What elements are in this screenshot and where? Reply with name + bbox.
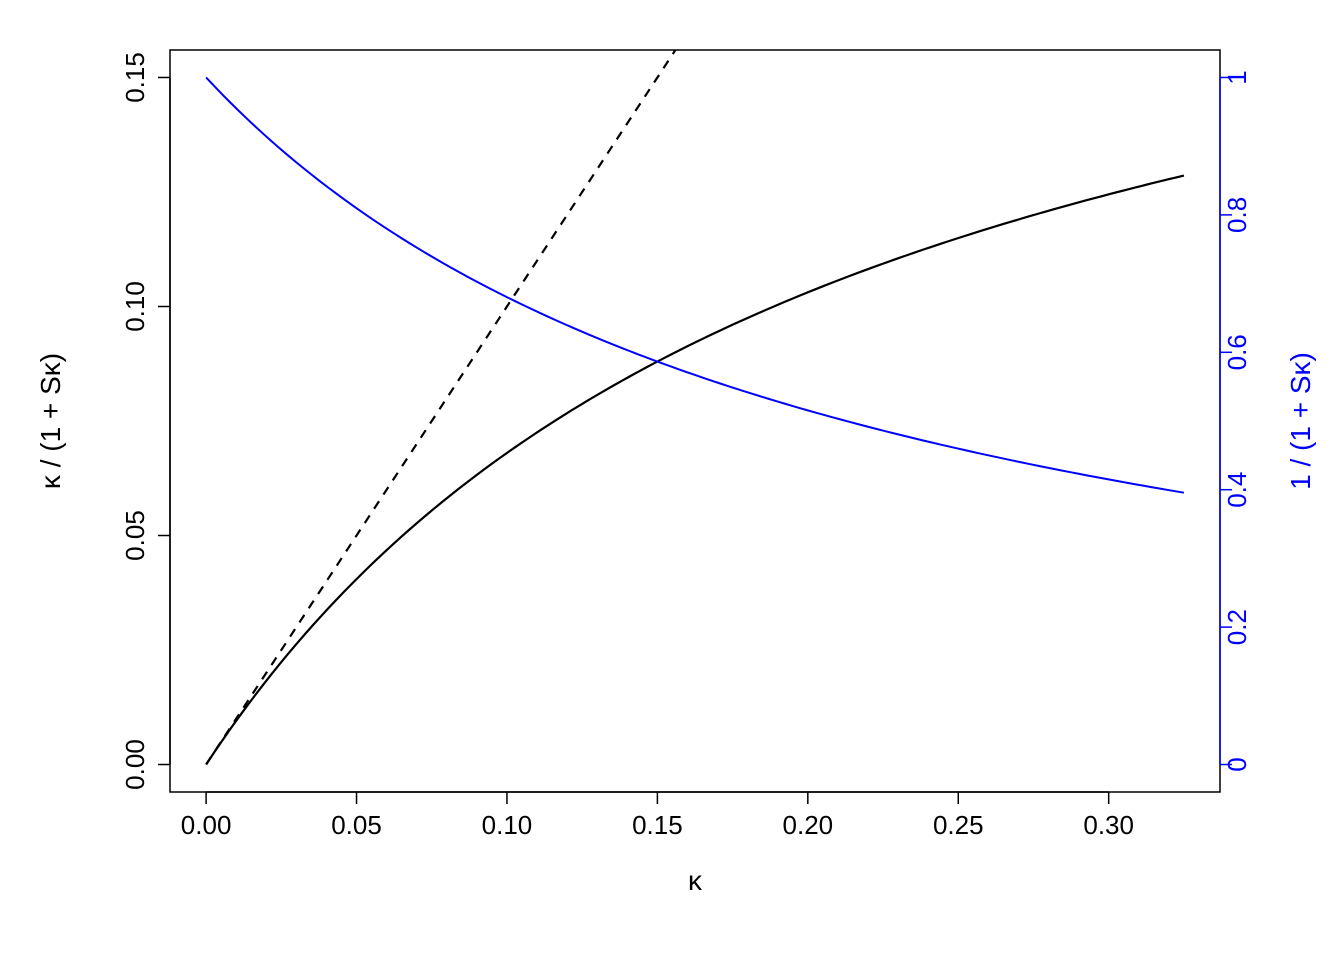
chart-svg: 0.000.050.100.150.200.250.30κ0.000.050.1…: [0, 0, 1344, 960]
x-tick-label: 0.30: [1083, 810, 1134, 840]
x-axis-label: κ: [688, 865, 703, 896]
x-tick-label: 0.15: [632, 810, 683, 840]
x-tick-label: 0.05: [331, 810, 382, 840]
y-right-axis-label: 1 / (1 + Sκ): [1285, 352, 1316, 490]
x-tick-label: 0.10: [482, 810, 533, 840]
y-right-tick-label: 0.4: [1222, 472, 1252, 508]
y-right-tick-label: 0.2: [1222, 609, 1252, 645]
y-left-tick-label: 0.00: [120, 739, 150, 790]
chart-container: 0.000.050.100.150.200.250.30κ0.000.050.1…: [0, 0, 1344, 960]
y-left-tick-label: 0.10: [120, 281, 150, 332]
x-tick-label: 0.00: [181, 810, 232, 840]
y-left-tick-label: 0.05: [120, 510, 150, 561]
x-tick-label: 0.25: [933, 810, 984, 840]
y-right-tick-label: 0: [1222, 757, 1252, 771]
y-left-axis-label: κ / (1 + Sκ): [35, 353, 66, 489]
y-right-tick-label: 0.6: [1222, 334, 1252, 370]
y-right-tick-label: 1: [1222, 70, 1252, 84]
x-tick-label: 0.20: [783, 810, 834, 840]
y-right-tick-label: 0.8: [1222, 197, 1252, 233]
y-left-tick-label: 0.15: [120, 52, 150, 103]
